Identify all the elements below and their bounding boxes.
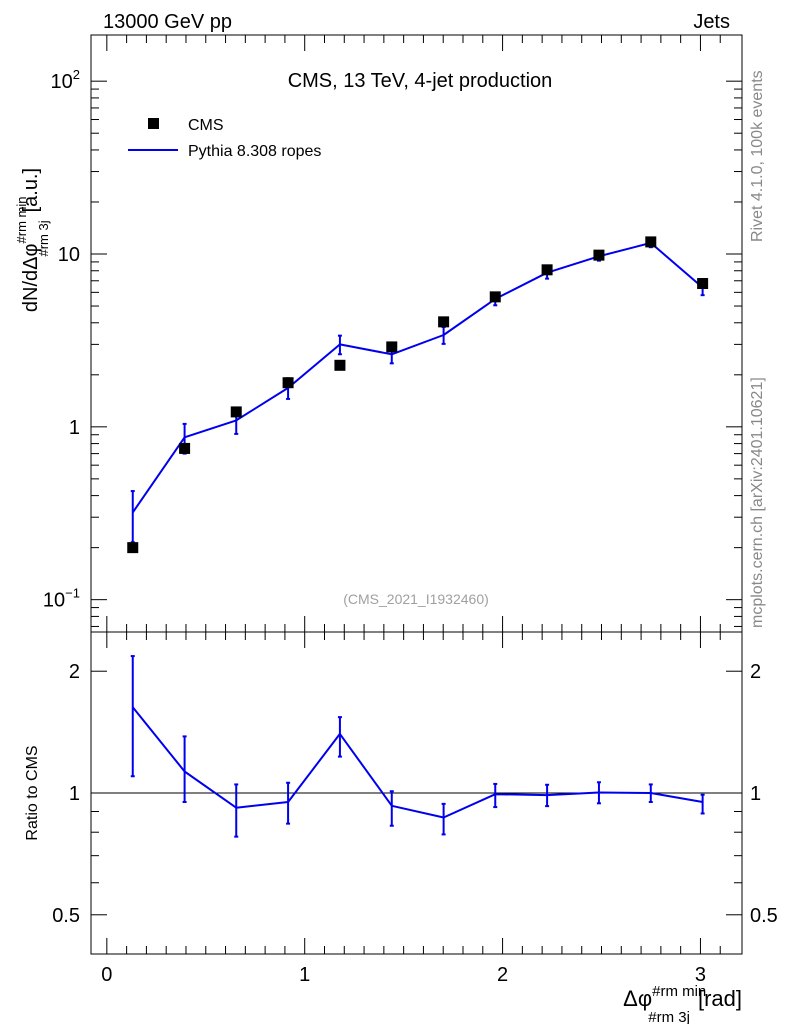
cms-data-point	[593, 249, 605, 261]
main-y-tick-label-0: 10−1	[43, 586, 80, 612]
main-y-tick-label-base: 10	[43, 590, 65, 612]
cms-data-point	[645, 236, 657, 248]
main-y-tick-label-exp: −1	[65, 586, 80, 601]
ratio-y-tick-label-right: 0.5	[750, 905, 778, 927]
analysis-watermark: (CMS_2021_I1932460)	[343, 591, 489, 607]
cms-data-point	[127, 542, 139, 554]
ratio-y-tick-label-left: 2	[69, 661, 80, 683]
main-y-tick-label-3: 102	[51, 67, 80, 93]
legend-cms-marker	[148, 118, 159, 129]
x-tick-label: 2	[497, 964, 508, 986]
main-y-tick-label-base: 10	[58, 244, 80, 266]
rivet-version-label: Rivet 4.1.0, 100k events	[749, 70, 766, 242]
x-tick-label: 0	[101, 964, 112, 986]
ratio-y-axis-label: Ratio to CMS	[24, 745, 41, 840]
cms-data-point	[230, 406, 242, 418]
cms-data-point	[541, 264, 553, 276]
ratio-axis-ticks	[91, 632, 742, 955]
chart-title: CMS, 13 TeV, 4-jet production	[288, 70, 553, 92]
header-left-label: 13000 GeV pp	[103, 11, 232, 33]
main-ylabel-unit: [a.u.]	[20, 168, 42, 212]
ratio-x-tick-labels: 0 1 2 3	[101, 964, 706, 986]
main-y-tick-label-1: 1	[69, 417, 80, 439]
ratio-y-tick-label-right: 1	[750, 783, 761, 805]
ratio-y-tick-label-left: 0.5	[52, 905, 80, 927]
xlabel-sub: #rm 3j	[648, 1009, 690, 1024]
x-tick-label: 3	[695, 964, 706, 986]
cms-data-point	[282, 377, 294, 389]
cms-data-points	[127, 236, 709, 554]
legend-pythia-label: Pythia 8.308 ropes	[188, 143, 321, 160]
cms-data-point	[489, 291, 501, 303]
svg-text:dN/dΔφ#rm min#rm 3j[a.u.]: dN/dΔφ#rm min #rm 3j [a.u.]	[14, 168, 51, 312]
cms-data-point	[438, 316, 450, 328]
cms-data-point	[334, 359, 346, 371]
xlabel-sup: #rm min	[652, 983, 706, 1000]
main-y-axis-label: dN/dΔφ#rm min #rm 3j [a.u.]	[14, 168, 51, 312]
cms-data-point	[697, 278, 709, 290]
ratio-y-tick-label-right: 2	[750, 661, 761, 683]
cms-data-point	[386, 341, 398, 353]
main-ylabel-base: dN/dΔφ	[20, 243, 42, 312]
pythia-series-line	[131, 241, 704, 513]
cms-data-point	[179, 442, 191, 454]
header-right-label: Jets	[693, 11, 730, 33]
main-axis-ticks	[91, 35, 742, 632]
ratio-panel: 0.5 0.5 1 1 2 2 0 1 2 3 Ratio to CMS Δφ#rm min #r…	[24, 631, 778, 1024]
main-y-tick-label-base: 10	[51, 71, 73, 93]
xlabel-unit: [rad]	[698, 986, 742, 1011]
legend: CMS Pythia 8.308 ropes	[128, 117, 321, 160]
ratio-y-tick-labels: 0.5 0.5 1 1 2 2	[52, 661, 778, 927]
main-y-tick-label-base: 1	[69, 417, 80, 439]
main-y-tick-label-2: 10	[58, 244, 80, 266]
x-tick-label: 1	[299, 964, 310, 986]
x-axis-label: Δφ#rm min #rm 3j [rad]	[623, 983, 742, 1024]
ratio-series-line	[132, 706, 703, 819]
main-ylabel-sub: #rm 3j	[36, 220, 51, 256]
legend-cms-label: CMS	[188, 117, 224, 134]
main-y-tick-label-exp: 2	[73, 67, 80, 82]
ratio-y-tick-label-left: 1	[69, 783, 80, 805]
xlabel-base: Δφ	[623, 986, 652, 1011]
mcplots-source-label: mcplots.cern.ch [arXiv:2401.10621]	[749, 377, 766, 628]
main-ylabel-sup: #rm min	[14, 197, 29, 244]
